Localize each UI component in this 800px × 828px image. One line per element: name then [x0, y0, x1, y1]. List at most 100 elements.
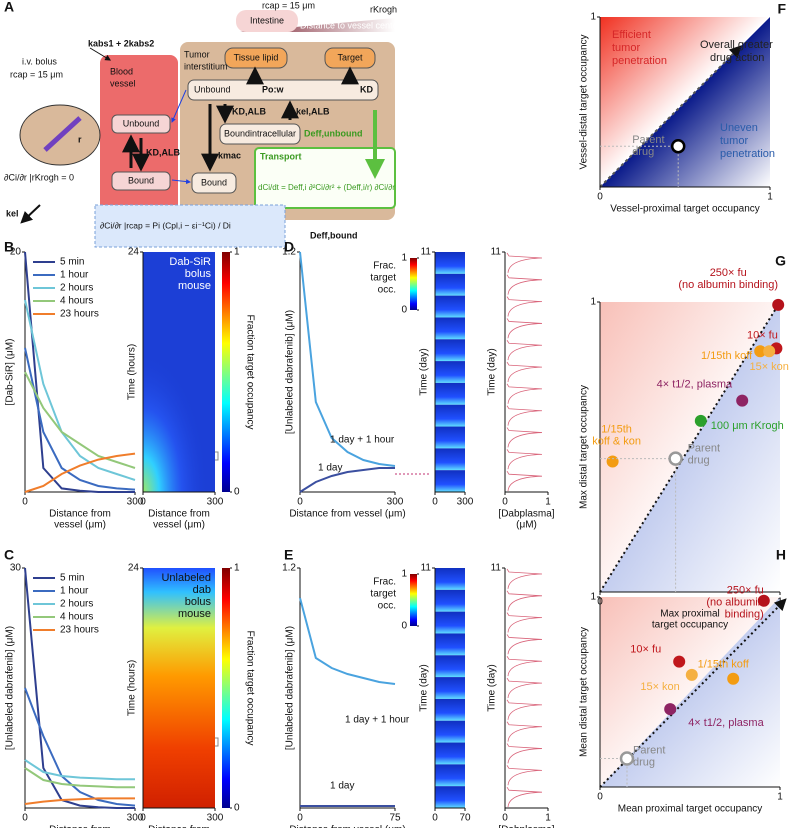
heatmap-band	[435, 361, 465, 383]
heatmap-title: Dab-SiR	[169, 256, 211, 268]
point	[754, 345, 767, 358]
colorbar-label: target	[370, 589, 396, 600]
point-label: drug	[688, 455, 710, 467]
colorbar-label: occ.	[378, 285, 396, 296]
x-tick-label: 0	[502, 813, 508, 824]
bound-box	[111, 171, 171, 191]
heatmap-band	[435, 448, 465, 471]
point	[664, 703, 677, 716]
point-label: drug	[632, 146, 654, 158]
heatmap-band	[435, 611, 465, 634]
intracellular-box	[219, 123, 301, 145]
heatmap-band	[435, 655, 465, 678]
x-axis-label: [Dabplasma]	[498, 509, 554, 520]
y-tick-label: 1.2	[282, 247, 296, 258]
point-label: 100 μm rKrogh	[711, 420, 784, 432]
arrow	[89, 47, 112, 61]
label: Boundintracellular	[224, 128, 296, 138]
point-label: 15× kon	[640, 681, 679, 693]
point	[670, 138, 686, 154]
y-axis-label: Time (day)	[487, 348, 498, 395]
line	[24, 299, 136, 481]
x-axis-label: Vessel-proximal target occupancy	[610, 204, 760, 215]
arrow	[171, 179, 191, 185]
x-tick-label: 1	[777, 597, 783, 608]
point	[772, 298, 785, 311]
line	[24, 567, 135, 809]
panel-label: B	[4, 239, 14, 255]
point-label: 15× kon	[749, 361, 788, 373]
label: kel,ALB	[296, 106, 330, 116]
x-tick-label: 300	[127, 497, 144, 508]
series-label: 1 day	[318, 463, 342, 474]
label: Intestine	[250, 15, 284, 25]
intestine-box	[236, 10, 298, 32]
point-label: 4× t1/2, plasma	[657, 379, 733, 391]
point-label: 1/15th koff	[701, 350, 753, 362]
point-label: 1/15th	[601, 423, 632, 435]
point-label: Parent	[688, 443, 720, 455]
x-axis-label: target occupancy	[652, 620, 728, 631]
heatmap-band	[435, 470, 465, 492]
x-axis-label: Max proximal	[660, 609, 719, 620]
x-tick-label: 0	[22, 813, 28, 824]
label: Deff,bound	[310, 230, 358, 240]
x-axis-label: Distance from vessel (μm)	[289, 825, 405, 828]
label: Deff,unbound	[304, 128, 362, 138]
x-tick-label: 300	[127, 813, 144, 824]
diagonal-arrow	[599, 45, 742, 188]
line	[24, 767, 135, 789]
heatmap-band	[435, 677, 465, 699]
annotation: Overall greater	[700, 39, 773, 51]
colorbar-label: Frac.	[373, 577, 396, 588]
legend-label: 5 min	[60, 573, 84, 584]
y-tick-label: 20	[10, 247, 22, 258]
y-tick-label: 11	[491, 563, 502, 574]
colorbar-tick-label: 1	[234, 247, 240, 258]
heatmap-band	[435, 633, 465, 656]
point-label: 10× fu	[630, 644, 661, 656]
colorbar	[222, 568, 230, 808]
label: i.v. bolus	[22, 56, 57, 66]
annotation: Efficient	[612, 29, 651, 41]
x-tick-label: 0	[432, 497, 438, 508]
legend-label: 1 hour	[60, 586, 89, 597]
line	[24, 452, 136, 493]
heatmap-band	[435, 404, 465, 427]
x-tick-label: 0	[432, 813, 438, 824]
x-tick-label: 1	[767, 192, 773, 203]
heatmap	[143, 568, 215, 808]
label: Unbound	[123, 118, 160, 128]
x-tick-label: 0	[140, 497, 146, 508]
y-tick-label: 30	[10, 563, 22, 574]
line	[299, 251, 396, 467]
heatmap-band	[435, 720, 465, 743]
int-bound-box	[191, 172, 237, 194]
heatmap-title: dab	[193, 584, 211, 596]
y-tick-label: 24	[128, 563, 140, 574]
x-tick-label: 0	[297, 497, 303, 508]
label: Target	[337, 52, 363, 62]
label: Bound	[201, 177, 227, 187]
label: Distance to vessel center	[300, 20, 401, 30]
x-axis-label: (μM)	[516, 520, 537, 531]
colorbar	[222, 252, 230, 492]
y-tick-label: 1.2	[282, 563, 296, 574]
point-label: koff & kon	[592, 435, 641, 447]
point	[763, 345, 776, 358]
heatmap-band	[435, 295, 465, 318]
x-axis-label: [Dabplasma]	[498, 825, 554, 828]
point-label: binding)	[725, 609, 764, 621]
point	[727, 672, 740, 685]
label: ∂Ci/∂r |rcap = Pi (Cpl,i − εi⁻¹Ci) / Di	[100, 220, 231, 230]
heatmap-title: mouse	[178, 280, 211, 292]
panel-label: H	[776, 547, 786, 563]
label: vessel	[110, 78, 136, 88]
colorbar-tick-label: 1	[234, 563, 240, 574]
x-tick-label: 0	[502, 497, 508, 508]
label: r	[78, 134, 82, 144]
line	[24, 759, 135, 781]
label: ∂Ci/∂r |rKrogh = 0	[4, 172, 74, 182]
heatmap-band	[435, 252, 465, 274]
